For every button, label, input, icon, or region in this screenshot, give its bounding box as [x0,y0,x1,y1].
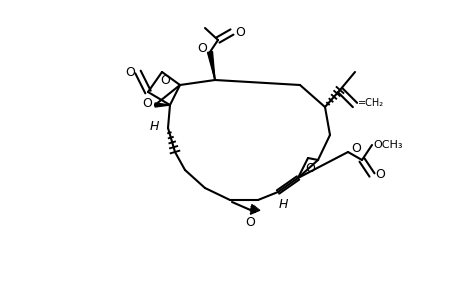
Text: H: H [149,119,158,133]
Text: O: O [125,65,134,79]
Text: O: O [160,74,169,86]
Text: O: O [235,26,244,38]
Text: O: O [142,97,151,110]
Text: O: O [350,142,360,154]
Text: O: O [245,215,254,229]
Text: O: O [304,161,314,175]
Text: H: H [278,197,287,211]
Text: O: O [374,169,384,182]
Polygon shape [207,52,214,80]
Text: O: O [196,41,207,55]
Text: OCH₃: OCH₃ [372,140,402,150]
Polygon shape [155,103,170,107]
Text: =CH₂: =CH₂ [357,98,383,108]
